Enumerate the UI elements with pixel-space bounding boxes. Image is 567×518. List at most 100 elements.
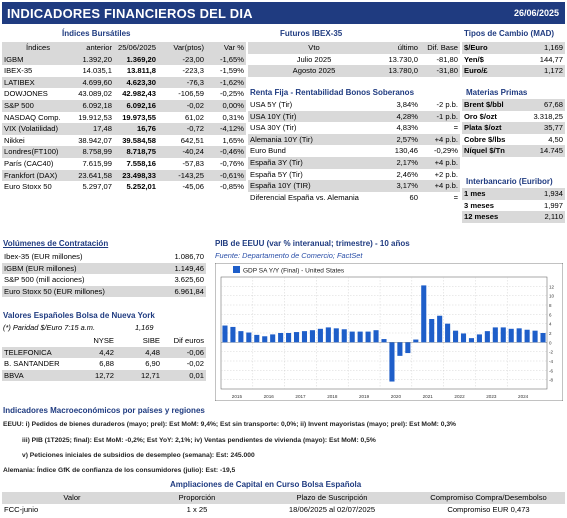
y-tick-label: -4 bbox=[549, 359, 553, 364]
index-name: IBEX-35 bbox=[4, 66, 33, 76]
index-var-ptos: -143,25 bbox=[158, 169, 206, 182]
gdp-bar bbox=[349, 331, 355, 343]
col-header: anterior bbox=[74, 42, 114, 54]
x-tick-label: 2020 bbox=[391, 394, 402, 399]
gdp-bar bbox=[254, 334, 260, 343]
table-row: $/Euro 1,169 bbox=[462, 42, 565, 54]
fx-value: 144,77 bbox=[539, 54, 563, 64]
gdp-bar bbox=[238, 331, 244, 343]
gdp-bar bbox=[532, 330, 538, 343]
gdp-bar bbox=[445, 323, 451, 343]
bond-value: 3,17% bbox=[380, 180, 420, 192]
futuro-dif: -31,80 bbox=[420, 65, 460, 77]
table-row: España 10Y (TIR) 3,17% +4 p.b. bbox=[248, 180, 460, 192]
gdp-bar bbox=[333, 328, 339, 343]
index-var-ptos: -0,72 bbox=[158, 123, 206, 135]
index-anterior: 8.758,99 bbox=[74, 146, 114, 158]
volume-value: 6.961,84 bbox=[152, 285, 206, 298]
table-row: IBEX-35 14.035,1 13.811,8 -223,3 -1,59% bbox=[2, 65, 246, 77]
x-tick-label: 2015 bbox=[232, 394, 243, 399]
x-tick-label: 2021 bbox=[423, 394, 434, 399]
ampliaciones-table: Valor Proporción Plazo de Suscripción Co… bbox=[2, 492, 565, 515]
bond-change: -0,29% bbox=[433, 146, 458, 156]
materias-primas-section-title: Materias Primas bbox=[466, 88, 528, 97]
bond-name: Euro Bund bbox=[250, 146, 286, 156]
futuro-vto: Agosto 2025 bbox=[248, 65, 380, 77]
interbancario-table: 1 mes 1,934 3 meses 1,997 12 meses 2,110 bbox=[462, 188, 565, 223]
y-tick-label: 2 bbox=[549, 331, 552, 336]
table-row: España 3Y (Tir) 2,17% +4 p.b. bbox=[248, 156, 460, 169]
y-tick-label: -6 bbox=[549, 368, 553, 373]
y-tick-label: 12 bbox=[549, 284, 555, 289]
gdp-bar bbox=[381, 339, 387, 343]
index-var-ptos: -76,3 bbox=[158, 76, 206, 89]
table-row: TELEFONICA 4,42 4,48 -0,06 bbox=[2, 346, 206, 359]
gdp-bar bbox=[262, 336, 268, 343]
table-row: Euro Stoxx 50 5.297,07 5.252,01 -45,06 -0,85… bbox=[2, 181, 246, 193]
gdp-bar bbox=[270, 334, 276, 343]
col-header: Dif euros bbox=[173, 336, 204, 345]
y-tick-label: 8 bbox=[549, 303, 552, 308]
commodity-name: Oro $/ozt bbox=[464, 111, 497, 121]
gdp-bar bbox=[540, 333, 546, 343]
euribor-value: 1,934 bbox=[518, 188, 565, 200]
stock-sibe: 12,71 bbox=[116, 369, 162, 382]
commodity-value: 67,68 bbox=[518, 99, 565, 111]
index-var-pct: -1,59% bbox=[219, 66, 244, 76]
gdp-bar bbox=[325, 327, 331, 343]
gdp-bar bbox=[246, 332, 252, 343]
gdp-bar bbox=[222, 325, 228, 343]
stock-nyse: 6,88 bbox=[99, 359, 114, 369]
bond-value: 2,17% bbox=[380, 156, 420, 169]
bond-value: 4,28% bbox=[380, 110, 420, 123]
index-name: S&P 500 bbox=[2, 99, 74, 112]
gdp-bar bbox=[429, 319, 435, 343]
table-row: S&P 500 (mill acciones) 3.625,60 bbox=[2, 274, 206, 286]
index-close: 13.811,8 bbox=[126, 66, 156, 76]
materias-primas-table: Brent $/bbl 67,68 Oro $/ozt 3.318,25 Plata $… bbox=[462, 99, 565, 157]
volume-value: 1.086,70 bbox=[174, 252, 204, 261]
volume-name: Ibex-35 (EUR millones) bbox=[4, 252, 83, 261]
bond-name: España 5Y (Tir) bbox=[250, 169, 303, 179]
gdp-bar bbox=[309, 330, 315, 343]
table-row: LATIBEX 4.699,60 4.623,30 -76,3 -1,62% bbox=[2, 76, 246, 89]
fx-name: Yen/$ bbox=[464, 54, 484, 64]
y-tick-label: 6 bbox=[549, 312, 552, 317]
ampliaciones-header-row: Valor Proporción Plazo de Suscripción Co… bbox=[2, 492, 565, 504]
table-row: 3 meses 1,997 bbox=[462, 200, 565, 212]
table-row: S&P 500 6.092,18 6.092,16 -0,02 0,00% bbox=[2, 99, 246, 112]
commodity-value: 14.745 bbox=[518, 145, 565, 157]
volumenes-table: Ibex-35 (EUR millones) 1.086,70 IGBM (EUR … bbox=[2, 251, 206, 298]
table-row: Julio 2025 13.730,0 -81,80 bbox=[248, 54, 460, 66]
gdp-bar bbox=[468, 338, 475, 343]
index-close: 23.498,33 bbox=[114, 169, 158, 182]
index-name: LATIBEX bbox=[2, 76, 74, 89]
renta-fija-table: USA 5Y (Tir) 3,84% -2 p.b. USA 10Y (Tir) 4,2… bbox=[248, 99, 460, 203]
index-var-ptos: -23,00 bbox=[158, 53, 206, 66]
gdp-chart: GDP SA Y/Y (Final) - United States -8 -6 -4… bbox=[215, 263, 563, 401]
table-row: Diferencial España vs. Alemania 60 = bbox=[248, 192, 460, 204]
stock-dif: -0,06 bbox=[162, 346, 206, 359]
table-row: España 5Y (Tir) 2,46% +2 p.b. bbox=[248, 169, 460, 181]
index-name: Frankfort (DAX) bbox=[2, 169, 74, 182]
bond-change: +4 p.b. bbox=[420, 133, 460, 146]
gdp-bar bbox=[357, 331, 363, 343]
col-header: Dif. Base bbox=[420, 42, 460, 54]
macro-line: EEUU: i) Pedidos de bienes duraderos (ma… bbox=[3, 421, 456, 428]
x-tick-label: 2023 bbox=[486, 394, 497, 399]
gdp-bar bbox=[373, 330, 379, 343]
index-var-pct: -0,61% bbox=[206, 169, 246, 182]
col-header: Var % bbox=[206, 42, 246, 54]
table-row: NASDAQ Comp. 19.912,53 19.973,55 61,02 0,31% bbox=[2, 112, 246, 124]
indices-section-title: Índices Bursátiles bbox=[62, 29, 131, 38]
table-row: Alemania 10Y (Tir) 2,57% +4 p.b. bbox=[248, 133, 460, 146]
stock-nyse: 12,72 bbox=[72, 369, 116, 382]
index-name: París (CAC40) bbox=[4, 158, 54, 168]
table-row: VIX (Volatilidad) 17,48 16,76 -0,72 -4,12% bbox=[2, 123, 246, 135]
index-var-pct: 0,00% bbox=[206, 99, 246, 112]
index-var-ptos: -40,24 bbox=[158, 146, 206, 158]
table-row: B. SANTANDER 6,88 6,90 -0,02 bbox=[2, 358, 206, 370]
bond-name: USA 30Y (Tir) bbox=[250, 123, 297, 133]
volume-name: IGBM (EUR millones) bbox=[2, 262, 152, 275]
x-tick-label: 2017 bbox=[295, 394, 306, 399]
